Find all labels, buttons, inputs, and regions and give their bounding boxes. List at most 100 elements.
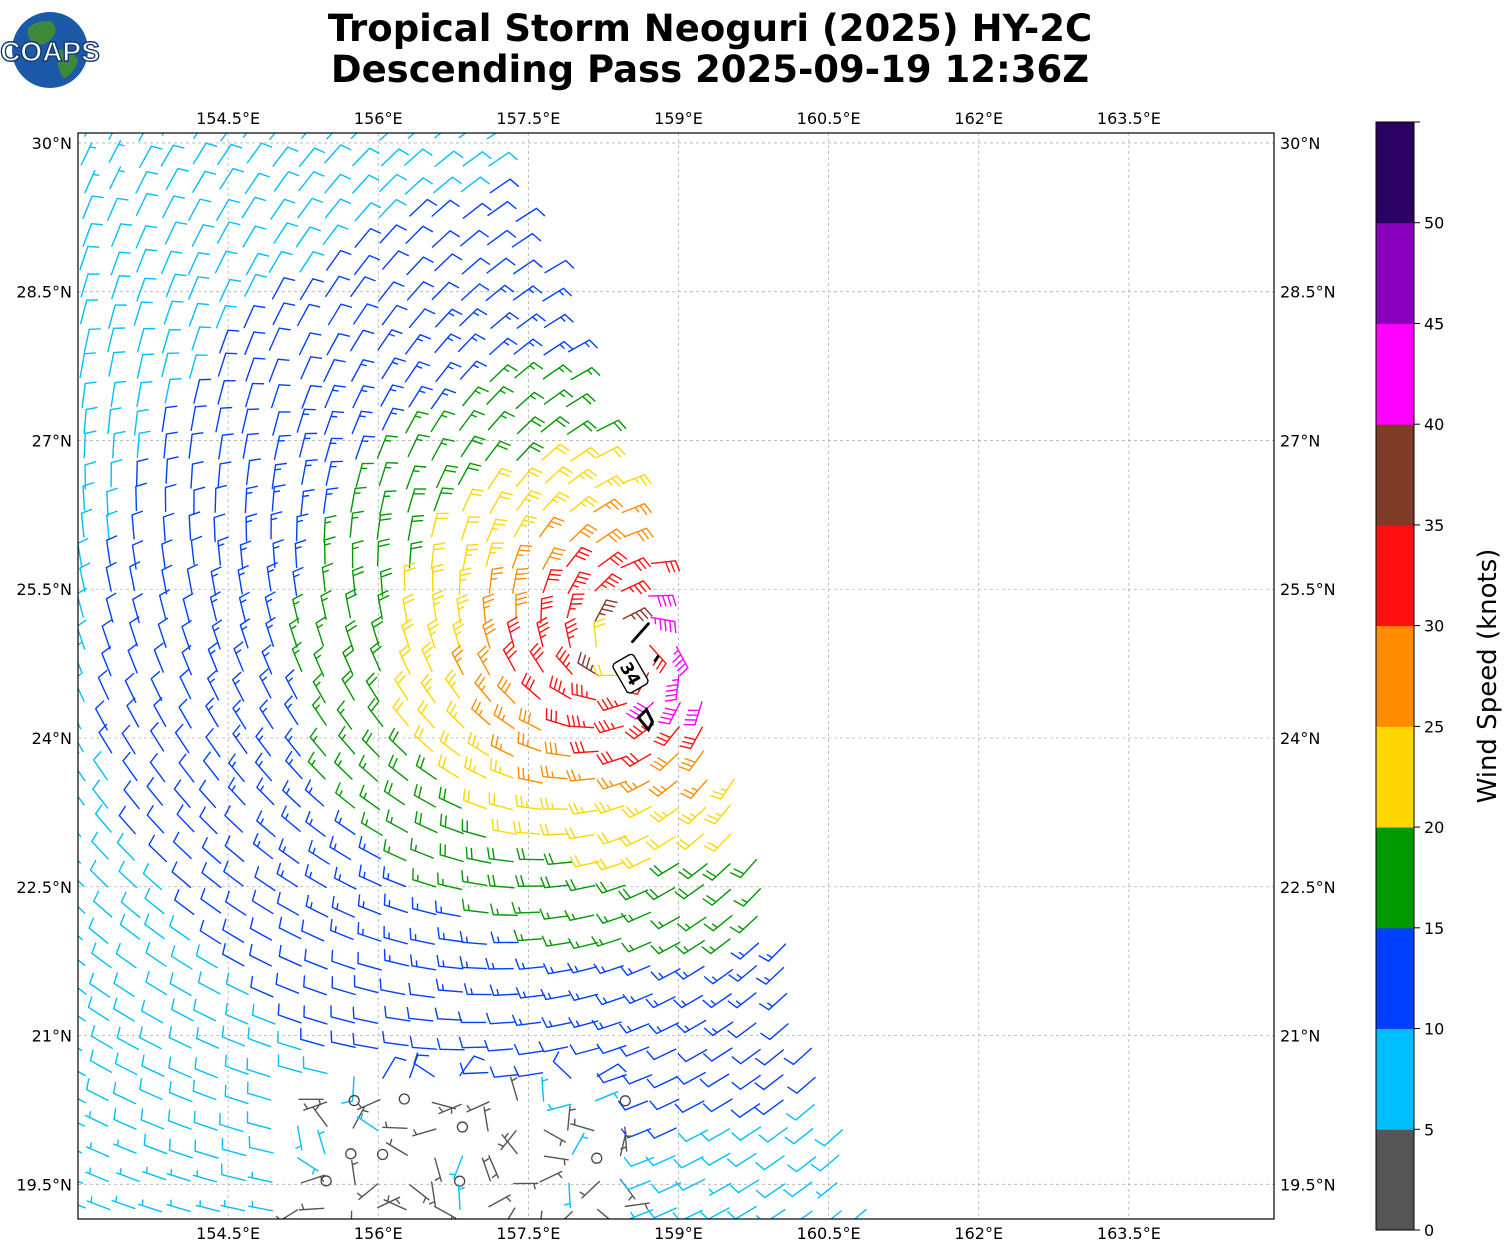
barb-half-flag <box>532 316 538 322</box>
barb-staff <box>353 303 368 325</box>
continent-icon <box>57 49 78 78</box>
barb-flag <box>507 364 518 372</box>
wind-barb <box>249 917 273 941</box>
barb-staff <box>739 942 760 960</box>
barb-flag <box>516 572 528 576</box>
barb-staff <box>570 446 592 462</box>
barb-half-flag <box>302 494 310 498</box>
barb-staff <box>79 353 85 379</box>
barb-staff <box>485 284 506 302</box>
barb-staff <box>303 1016 328 1025</box>
barb-staff <box>265 622 275 648</box>
wind-barb <box>237 564 249 595</box>
barb-staff <box>710 993 732 1009</box>
wind-barb <box>122 751 138 782</box>
barb-flag <box>754 1106 765 1115</box>
wind-barb <box>323 359 346 383</box>
wind-barb <box>303 1101 328 1111</box>
barb-staff <box>407 133 416 139</box>
barb-flag <box>684 736 696 741</box>
wind-barb <box>205 727 221 758</box>
barb-flag <box>659 663 667 674</box>
wind-barb <box>245 252 270 276</box>
colorbar-tick-label: 0 <box>1424 1221 1434 1240</box>
barb-staff <box>513 259 535 275</box>
barb-staff <box>219 167 234 190</box>
barb-staff <box>350 133 358 139</box>
barb-staff <box>411 907 437 916</box>
barb-flag <box>495 518 508 522</box>
barb-staff <box>331 986 356 996</box>
colorbar-segment <box>1376 1129 1414 1231</box>
wind-barb <box>621 941 652 953</box>
barb-flag <box>367 697 376 708</box>
barb-half-flag <box>330 415 338 418</box>
barb-flag <box>544 823 550 835</box>
barb-staff <box>602 835 628 845</box>
barb-half-flag <box>339 708 345 715</box>
barb-flag <box>649 867 659 877</box>
barb-staff <box>300 490 305 516</box>
wind-barb <box>664 674 680 702</box>
wind-barb <box>413 783 437 808</box>
barb-flag <box>490 734 495 746</box>
barb-staff <box>276 902 300 916</box>
barb-staff <box>187 252 200 276</box>
barb-staff <box>518 777 544 784</box>
wind-barb <box>78 699 82 730</box>
storm-track-line <box>653 654 660 663</box>
barb-staff <box>201 846 222 864</box>
barb-flag <box>228 198 240 204</box>
barb-staff <box>160 144 175 167</box>
wind-barb <box>221 1025 246 1047</box>
barb-flag <box>483 598 495 604</box>
barb-flag <box>142 863 150 874</box>
wind-barb <box>703 968 734 985</box>
barb-staff <box>460 176 482 193</box>
barb-staff <box>379 198 397 218</box>
barb-flag <box>131 510 144 516</box>
barb-flag <box>457 1011 463 1023</box>
barb-flag <box>474 701 482 713</box>
wind-barb <box>485 542 504 568</box>
barb-flag <box>617 419 627 430</box>
barb-flag <box>535 651 544 661</box>
barb-flag <box>730 1109 741 1118</box>
barb-flag <box>678 765 690 772</box>
wind-barb <box>188 198 212 222</box>
barb-flag <box>237 564 249 571</box>
wind-barb <box>78 959 86 967</box>
barb-flag <box>657 595 662 607</box>
barb-flag <box>318 120 328 125</box>
barb-staff <box>78 686 85 703</box>
barb-flag <box>451 644 462 654</box>
barb-staff <box>621 473 646 485</box>
storm-label-box <box>612 653 649 694</box>
barb-flag <box>153 642 164 651</box>
barb-flag <box>207 641 218 651</box>
barb-staff <box>195 954 218 969</box>
barb-flag <box>358 754 365 766</box>
wind-barb <box>82 195 104 220</box>
barb-flag <box>387 782 393 795</box>
barb-staff <box>116 1037 140 1051</box>
barb-flag <box>543 853 549 865</box>
barb-half-flag <box>284 813 289 820</box>
barb-flag <box>645 890 655 901</box>
wind-barb <box>577 651 600 677</box>
wind-barb <box>148 834 167 863</box>
barb-flag <box>291 641 302 650</box>
barb-flag <box>450 333 462 340</box>
wind-barb <box>457 333 486 353</box>
wind-barb <box>730 1103 761 1118</box>
barb-flag <box>116 832 124 844</box>
barb-staff <box>135 460 138 487</box>
wind-barb <box>113 972 135 998</box>
barb-staff <box>359 794 381 811</box>
barb-flag <box>132 539 144 546</box>
wind-barb <box>785 1104 815 1121</box>
barb-flag <box>331 460 343 463</box>
barb-flag <box>601 777 609 788</box>
wind-barb <box>490 312 520 329</box>
barb-staff <box>169 925 191 941</box>
